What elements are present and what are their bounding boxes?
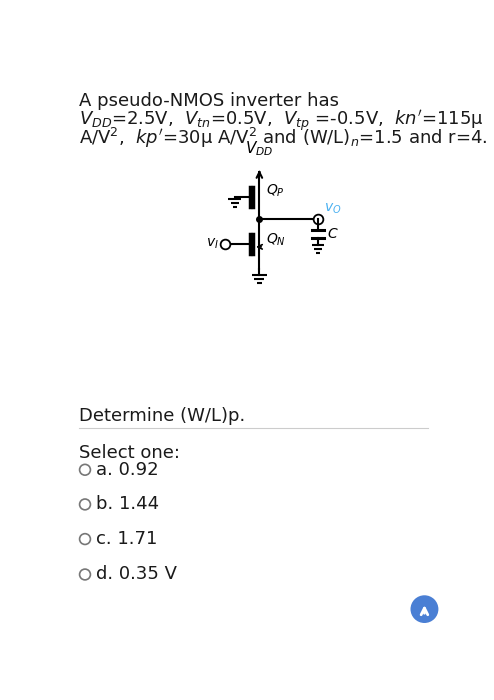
- Circle shape: [411, 595, 438, 623]
- Text: d. 0.35 V: d. 0.35 V: [96, 566, 177, 584]
- Text: $V_{DD}$=2.5V,  $V_{tn}$=0.5V,  $V_{tp}$ =-0.5V,  $kn'$=115μ: $V_{DD}$=2.5V, $V_{tn}$=0.5V, $V_{tp}$ =…: [79, 108, 483, 134]
- Text: c. 1.71: c. 1.71: [96, 530, 157, 548]
- Circle shape: [80, 569, 90, 580]
- Text: Select one:: Select one:: [79, 444, 180, 461]
- Circle shape: [80, 499, 90, 510]
- Text: $V_{DD}$: $V_{DD}$: [245, 139, 274, 158]
- Circle shape: [80, 464, 90, 475]
- Text: A pseudo-NMOS inverter has: A pseudo-NMOS inverter has: [79, 92, 339, 110]
- Text: $v_O$: $v_O$: [325, 202, 342, 216]
- Circle shape: [80, 533, 90, 545]
- Text: $C$: $C$: [327, 227, 338, 241]
- Text: $v_I$: $v_I$: [206, 237, 219, 251]
- Text: b. 1.44: b. 1.44: [96, 496, 159, 513]
- Text: $Q_N$: $Q_N$: [266, 232, 286, 248]
- Text: Determine (W/L)p.: Determine (W/L)p.: [79, 407, 245, 426]
- Text: a. 0.92: a. 0.92: [96, 461, 159, 479]
- Text: A/V$^2$,  $kp'$=30μ A/V$^2$ and (W/L)$_n$=1.5 and r=4.: A/V$^2$, $kp'$=30μ A/V$^2$ and (W/L)$_n$…: [79, 125, 487, 150]
- Text: $Q_P$: $Q_P$: [266, 183, 285, 199]
